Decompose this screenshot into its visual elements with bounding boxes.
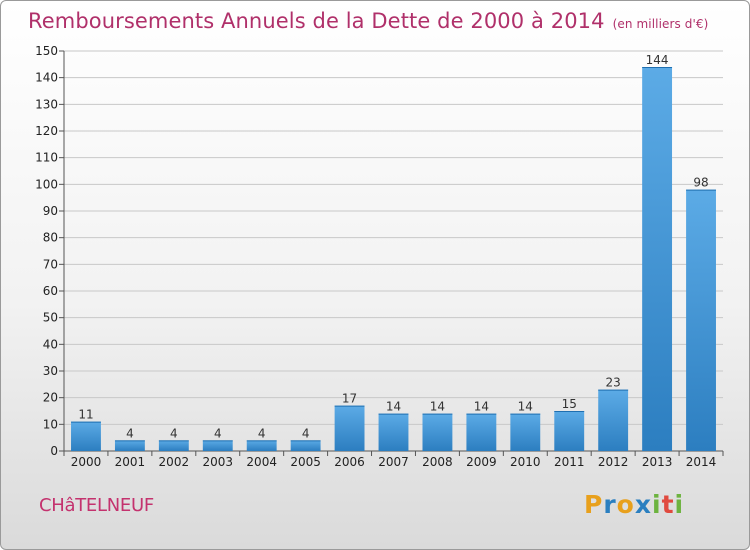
value-label: 14: [474, 400, 489, 414]
value-label: 14: [430, 400, 445, 414]
x-tick-label: 2012: [598, 455, 629, 469]
value-label: 4: [214, 426, 222, 440]
bars: [71, 67, 716, 451]
x-tick-label: 2010: [510, 455, 541, 469]
logo-letter: i: [674, 490, 685, 519]
x-tick-label: 2009: [466, 455, 497, 469]
y-tick-label: 110: [35, 151, 58, 165]
value-label: 14: [518, 400, 533, 414]
x-axis-labels: 2000 2001 2002 2003 2004 2005 2006 2007 2008 2009…: [63, 451, 724, 469]
value-label: 4: [302, 426, 310, 440]
y-tick-label: 60: [43, 284, 58, 298]
logo-letter: x: [634, 490, 652, 519]
x-tick-label: 2004: [246, 455, 277, 469]
y-tick-label: 90: [43, 204, 58, 218]
y-tick-label: 50: [43, 311, 58, 325]
logo-letter: r: [603, 490, 617, 519]
bar-2013: [642, 67, 673, 451]
bar-2009: [466, 413, 497, 451]
bar-2000: [71, 421, 101, 451]
value-labels: 11 4 4 4 4 4 17 14 14 14 14 15 23 144 98: [78, 53, 708, 440]
value-label: 144: [646, 53, 669, 67]
bar-2004: [246, 440, 277, 451]
chart-title-text: Remboursements Annuels de la Dette de 20…: [28, 9, 605, 33]
x-tick-label: 2005: [290, 455, 321, 469]
value-label: 15: [562, 397, 577, 411]
x-tick-label: 2001: [115, 455, 146, 469]
x-tick-label: 2013: [642, 455, 673, 469]
logo-letter: o: [616, 490, 635, 519]
logo-letter: P: [584, 490, 604, 519]
x-tick-label: 2014: [686, 455, 717, 469]
x-tick-label: 2003: [202, 455, 233, 469]
commune-name: CHâTELNEUF: [39, 495, 154, 516]
y-tick-label: 0: [50, 444, 58, 458]
y-tick-label: 40: [43, 337, 58, 351]
bar-2005: [290, 440, 321, 451]
x-tick-label: 2008: [422, 455, 453, 469]
x-tick-label: 2000: [71, 455, 102, 469]
bar-2008: [422, 413, 453, 451]
bar-2002: [158, 440, 189, 451]
bar-2011: [554, 411, 585, 451]
y-tick-label: 130: [35, 97, 58, 111]
bar-2007: [378, 413, 409, 451]
x-tick-label: 2002: [159, 455, 190, 469]
chart-title: Remboursements Annuels de la Dette de 20…: [28, 9, 708, 33]
x-tick-label: 2007: [378, 455, 409, 469]
x-tick-label: 2006: [334, 455, 365, 469]
y-tick-label: 10: [43, 417, 58, 431]
x-tick-label: 2011: [554, 455, 585, 469]
value-label: 17: [342, 392, 357, 406]
value-label: 11: [78, 408, 93, 422]
bar-2012: [598, 389, 629, 451]
value-label: 98: [693, 176, 708, 190]
value-label: 23: [606, 376, 621, 390]
y-tick-label: 80: [43, 231, 58, 245]
logo-letter: i: [652, 490, 662, 519]
bar-2001: [114, 440, 145, 451]
y-tick-label: 100: [35, 177, 58, 191]
value-label: 4: [258, 426, 266, 440]
bar-2003: [202, 440, 233, 451]
logo-letter: t: [661, 490, 675, 519]
value-label: 4: [126, 426, 134, 440]
y-tick-label: 140: [35, 71, 58, 85]
y-tick-label: 20: [43, 391, 58, 405]
bar-2010: [510, 413, 541, 451]
bar-2006: [334, 405, 365, 451]
y-tick-label: 30: [43, 364, 58, 378]
y-tick-label: 150: [35, 44, 58, 58]
chart-unit: (en milliers d'€): [612, 17, 709, 31]
value-label: 4: [170, 426, 178, 440]
y-tick-label: 120: [35, 124, 58, 138]
y-tick-label: 70: [43, 257, 58, 271]
bar-2014: [686, 189, 716, 451]
proxiti-logo[interactable]: Proxiti: [584, 490, 684, 519]
y-axis-ticks: 0 10 20 30 40 50 60 70 80 90 100 110 120 130 140 150: [35, 44, 64, 458]
value-label: 14: [386, 400, 401, 414]
